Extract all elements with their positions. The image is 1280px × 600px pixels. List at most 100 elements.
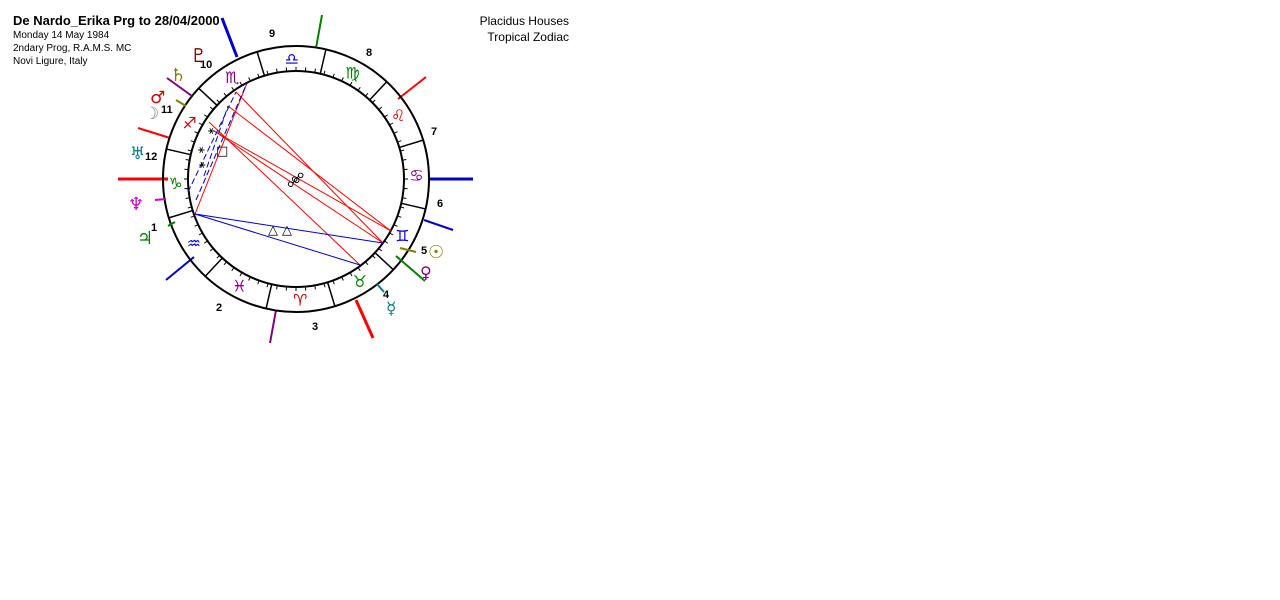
- aspect-symbols: △ △ □ ⚹ ⚹ ⚹ ☍ ☍: [198, 124, 304, 238]
- sign-divider: [374, 252, 394, 271]
- sign-divider: [399, 139, 424, 149]
- neptune-icon: ♆: [128, 194, 144, 215]
- trine-icon: △: [268, 223, 278, 238]
- degree-tick: [248, 276, 251, 281]
- degree-tick: [185, 197, 190, 199]
- house-system-label: Placidus Houses: [479, 14, 569, 28]
- degree-tick: [185, 159, 190, 161]
- degree-tick: [393, 224, 398, 227]
- gemini-sign-icon: ♊: [395, 227, 409, 246]
- mercury-icon: ☿: [386, 299, 396, 319]
- degree-tick: [402, 197, 407, 199]
- chart-place: Novi Ligure, Italy: [13, 56, 88, 67]
- chart-title: De Nardo_Erika Prg to 28/04/2000: [13, 13, 220, 28]
- house-cusp-lines: [118, 14, 473, 344]
- house-number-4: 4: [383, 289, 390, 301]
- degree-tick: [349, 272, 353, 277]
- degree-tick: [402, 159, 407, 161]
- degree-tick: [194, 131, 199, 134]
- degree-tick: [357, 267, 361, 272]
- sextile-icon: ⚹: [198, 143, 205, 156]
- degree-tick: [349, 81, 353, 86]
- pisces-sign-icon: ♓: [232, 276, 246, 295]
- opposition-icon: ☍: [291, 171, 304, 186]
- degree-tick: [357, 86, 361, 91]
- leo-sign-icon: ♌: [391, 106, 405, 125]
- house-number-2: 2: [216, 302, 222, 314]
- uranus-icon: ♅: [130, 144, 145, 164]
- sextile-icon: ⚹: [199, 158, 206, 171]
- degree-tick: [378, 106, 383, 110]
- planet-markers: [154, 77, 426, 293]
- degree-tick: [257, 280, 260, 285]
- degree-tick: [323, 283, 326, 288]
- venus-icon: ♀: [420, 263, 432, 282]
- pluto-icon: ♇: [190, 45, 207, 67]
- zodiac-ring: ♎ ♍ ♌ ♋ ♊ ♉ ♈ ♓ ♒ ♑ ♐ ♏: [162, 45, 430, 313]
- degree-tick: [389, 122, 394, 126]
- degree-tick: [187, 206, 192, 209]
- degree-tick: [314, 285, 316, 290]
- degree-tick: [266, 70, 269, 75]
- house-number-1: 1: [151, 222, 157, 234]
- degree-tick: [198, 122, 203, 126]
- degree-tick: [365, 92, 369, 97]
- cusp-line-6: [423, 219, 454, 231]
- opposition-icon: ☍: [287, 176, 300, 191]
- degree-tick: [248, 77, 251, 82]
- degree-tick: [209, 248, 214, 252]
- degree-tick: [372, 99, 376, 103]
- degree-tick: [223, 92, 227, 97]
- mc-line: [220, 17, 239, 58]
- jupiter-icon: ♃: [137, 228, 153, 249]
- house-number-12: 12: [145, 151, 157, 163]
- cusp-line-3: [269, 309, 277, 344]
- planet-glyphs: ♇ ♄ ♂ ☽ ♅ ♆ ♃ ☉ ♀ ☿: [128, 45, 444, 319]
- degree-tick: [389, 232, 394, 236]
- degree-tick: [198, 232, 203, 236]
- scorpio-sign-icon: ♏: [225, 68, 239, 87]
- degree-tick: [203, 240, 208, 244]
- sign-divider: [168, 209, 193, 219]
- taurus-sign-icon: ♉: [353, 272, 367, 291]
- degree-tick: [194, 224, 199, 227]
- sextile-icon: ⚹: [208, 124, 215, 137]
- house-number-8: 8: [366, 47, 372, 59]
- saturn-icon: ♄: [170, 65, 186, 86]
- degree-tick: [332, 280, 335, 285]
- house-number-6: 6: [437, 198, 443, 210]
- virgo-sign-icon: ♍: [345, 64, 359, 83]
- sign-divider: [326, 282, 336, 307]
- cusp-line-12: [137, 127, 171, 139]
- sagittarius-sign-icon: ♐: [182, 113, 196, 132]
- house-number-7: 7: [431, 126, 437, 138]
- degree-tick: [393, 131, 398, 134]
- degree-tick: [187, 149, 192, 152]
- degree-tick: [400, 206, 405, 209]
- degree-tick: [384, 240, 389, 244]
- degree-tick: [239, 81, 243, 86]
- sign-divider: [198, 87, 218, 106]
- degree-tick: [231, 86, 235, 91]
- zodiac-type-label: Tropical Zodiac: [487, 30, 569, 44]
- aspect-lines: [187, 82, 392, 266]
- degree-tick: [397, 140, 402, 143]
- chart-date: Monday 14 May 1984: [13, 30, 110, 41]
- cancer-sign-icon: ♋: [409, 166, 423, 185]
- square-icon: □: [216, 144, 228, 159]
- degree-tick: [257, 73, 260, 78]
- moon-icon: ☽: [144, 104, 159, 124]
- sign-divider: [256, 51, 266, 76]
- mars-icon: ♂: [150, 88, 165, 108]
- degree-tick: [397, 215, 402, 218]
- degree-tick: [323, 70, 326, 75]
- degree-tick: [332, 73, 335, 78]
- cusp-line-8: [315, 14, 323, 49]
- ic-line: [354, 299, 375, 339]
- sign-divider: [369, 81, 388, 101]
- degree-tick: [190, 215, 195, 218]
- degree-tick: [223, 261, 227, 266]
- house-number-5: 5: [421, 245, 427, 257]
- degree-tick: [239, 272, 243, 277]
